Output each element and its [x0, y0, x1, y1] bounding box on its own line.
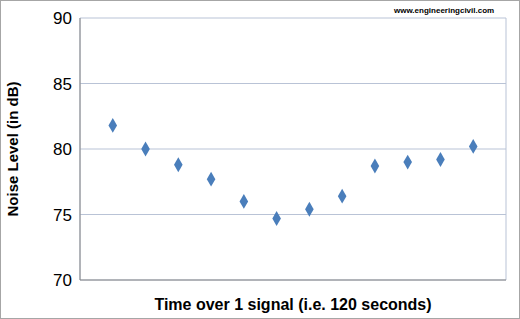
svg-text:Noise Level (in dB): Noise Level (in dB) — [8, 81, 21, 216]
svg-text:90: 90 — [53, 9, 72, 28]
svg-text:80: 80 — [53, 140, 72, 159]
svg-text:85: 85 — [53, 75, 72, 94]
html-text:www.engineeringcivil.com: www.engineeringcivil.com — [394, 6, 495, 15]
svg-text:70: 70 — [53, 271, 72, 290]
svg-text:Time over 1 signal (i.e. 120 s: Time over 1 signal (i.e. 120 seconds) — [154, 296, 431, 313]
svg-text:75: 75 — [53, 206, 72, 225]
